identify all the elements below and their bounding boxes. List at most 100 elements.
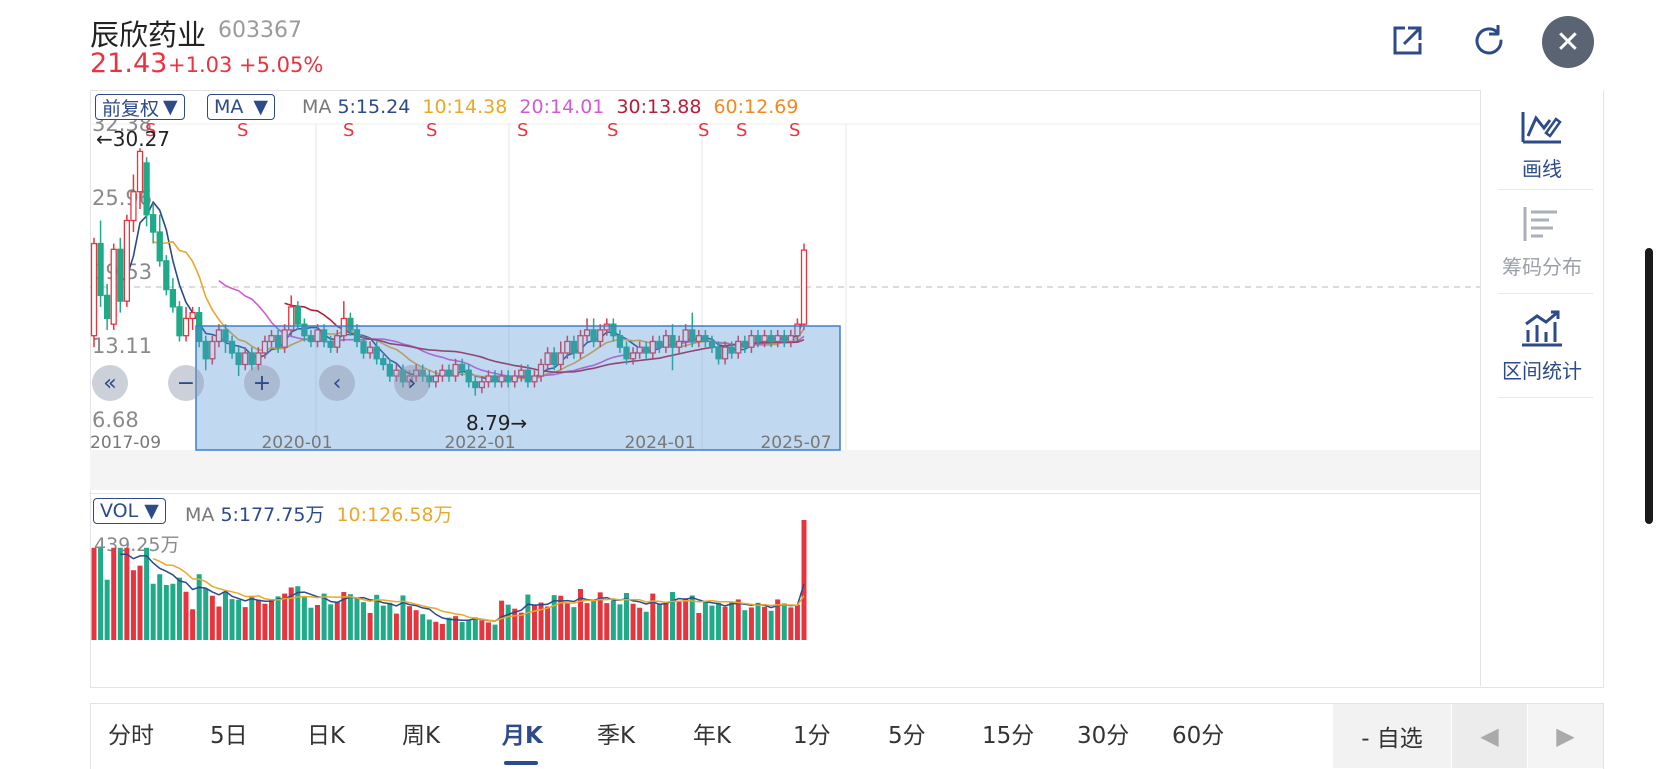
chip-distribution-tool[interactable]: 筹码分布 <box>1481 198 1603 294</box>
signal-marker: S <box>698 120 709 141</box>
volume-bar <box>637 607 643 640</box>
zoom-in-button[interactable] <box>244 365 280 401</box>
candle-body <box>347 317 354 331</box>
period-tab[interactable]: 60分 <box>1172 723 1225 749</box>
volume-bar <box>564 603 570 640</box>
period-tab[interactable]: 1分 <box>793 723 831 749</box>
volume-bar <box>676 600 682 640</box>
candle-body <box>156 231 163 262</box>
volume-bar <box>308 607 314 640</box>
candle-body <box>261 340 269 354</box>
candle-body <box>623 346 630 360</box>
candle-body <box>419 369 426 377</box>
candle-body <box>636 346 643 354</box>
period-tab-bar <box>90 703 1604 769</box>
interval-selection-box[interactable] <box>195 325 841 451</box>
candle-body <box>222 329 229 343</box>
panel-divider <box>90 493 1480 494</box>
signal-marker: S <box>343 120 354 141</box>
triangle-left-icon: ◀ <box>1480 722 1499 750</box>
interval-stats-icon <box>1522 310 1562 347</box>
candle-body <box>393 369 400 377</box>
volume-bar <box>334 601 340 640</box>
pan-left-button[interactable] <box>319 365 355 401</box>
adjust-select[interactable]: 前复权 ▼ <box>95 94 185 120</box>
interval-stats-tool[interactable]: 区间统计 <box>1481 302 1603 398</box>
period-tab[interactable]: 5日 <box>210 723 248 749</box>
volume-bar <box>670 592 676 640</box>
candle-body <box>288 306 295 331</box>
zoom-back-button[interactable] <box>92 365 128 401</box>
period-tab[interactable]: 年K <box>693 723 732 749</box>
refresh-button[interactable] <box>1464 16 1514 66</box>
period-tab[interactable]: 日K <box>307 723 346 749</box>
period-tab[interactable]: 月K <box>502 723 543 749</box>
signal-marker: S <box>789 120 800 141</box>
candle-body <box>110 248 117 325</box>
period-tab[interactable]: 周K <box>402 723 441 749</box>
vol-indicator-select[interactable]: VOL ▼ <box>93 498 166 524</box>
add-watchlist-button[interactable]: - 自选 <box>1333 704 1451 768</box>
candle-body <box>103 294 111 320</box>
volume-bar <box>216 606 222 640</box>
volume-bar <box>788 607 794 640</box>
share-external-icon <box>1393 26 1422 55</box>
period-tab[interactable]: 季K <box>597 723 636 749</box>
volume-bar <box>229 599 235 640</box>
zoom-back-icon: « <box>103 371 116 396</box>
pan-right-button[interactable] <box>394 365 430 401</box>
volume-bar <box>328 604 334 640</box>
candle-body <box>399 369 407 383</box>
volume-bar <box>196 574 202 640</box>
candle-body <box>485 375 492 383</box>
signal-marker: S <box>607 120 618 141</box>
volume-bar <box>380 605 386 640</box>
volume-bar <box>407 606 413 640</box>
chart-frame <box>90 90 1604 688</box>
candle-body <box>176 306 183 337</box>
volume-bar <box>288 587 294 640</box>
period-tab[interactable]: 5分 <box>888 723 926 749</box>
volume-bar <box>584 603 590 640</box>
volume-bar <box>492 624 498 640</box>
volume-bar <box>163 584 169 640</box>
candle-body <box>629 352 637 360</box>
candle-body <box>491 375 499 383</box>
next-button[interactable]: ▶ <box>1528 704 1603 768</box>
volume-bar <box>262 603 268 640</box>
candle-body <box>452 363 459 377</box>
candle-body <box>498 375 505 383</box>
candle-body <box>518 369 525 377</box>
scrollbar[interactable] <box>1645 248 1653 524</box>
ma20-value: 20:14.01 <box>519 96 605 118</box>
price-change: +1.03 +5.05% <box>168 53 323 77</box>
y-tick-label: 32.38 <box>92 120 152 136</box>
candle-body <box>248 352 255 366</box>
candle-body <box>800 249 808 325</box>
period-tab[interactable]: 分时 <box>108 723 154 749</box>
candle-body <box>353 329 361 343</box>
candle-body <box>721 346 729 360</box>
volume-chart[interactable] <box>90 520 1480 686</box>
x-tick-label: 2020-01 <box>261 433 332 453</box>
draw-line-tool[interactable]: 画线 <box>1481 100 1603 190</box>
candle-body <box>281 329 288 348</box>
vol-ma10-line <box>152 557 805 622</box>
volume-bar <box>433 621 439 640</box>
zoom-out-button[interactable] <box>168 365 204 401</box>
period-tab[interactable]: 30分 <box>1077 723 1130 749</box>
ma10-line <box>152 240 805 381</box>
chip-distribution-label: 筹码分布 <box>1502 255 1582 279</box>
close-button[interactable]: ✕ <box>1542 16 1594 68</box>
candle-body <box>669 335 676 348</box>
prev-button[interactable]: ◀ <box>1452 704 1527 768</box>
period-tab[interactable]: 15分 <box>982 723 1035 749</box>
indicator-select[interactable]: MA ▼ <box>207 94 276 120</box>
share-button[interactable] <box>1382 16 1432 66</box>
candle-body <box>774 335 781 343</box>
candle-body <box>412 369 420 377</box>
volume-bar <box>624 592 629 640</box>
chip-distribution-icon <box>1523 207 1557 241</box>
candle-body <box>511 375 518 383</box>
